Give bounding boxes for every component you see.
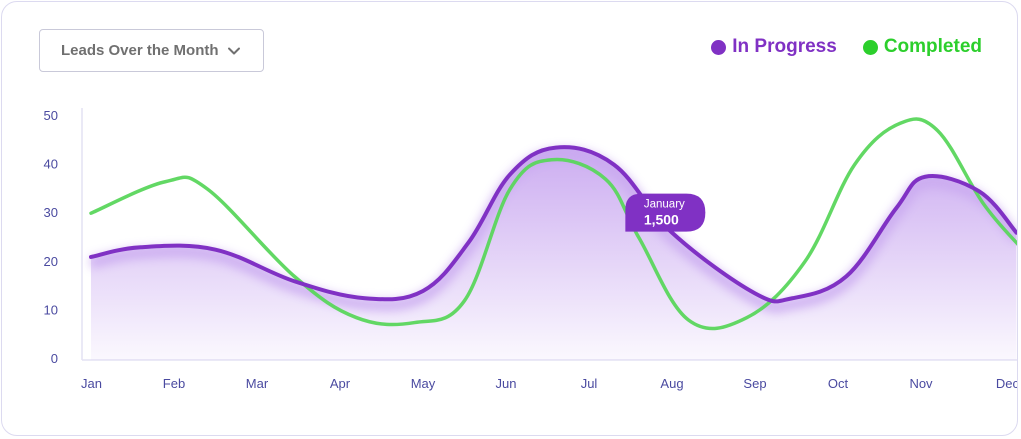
chart-legend: In Progress Completed <box>711 36 982 58</box>
legend-item-in-progress[interactable]: In Progress <box>711 36 837 58</box>
x-tick-label: Feb <box>163 376 185 391</box>
y-tick-label: 30 <box>44 205 58 220</box>
y-tick-label: 40 <box>44 157 58 172</box>
y-tick-label: 50 <box>44 108 58 123</box>
x-tick-label: Mar <box>246 376 269 391</box>
legend-item-completed[interactable]: Completed <box>862 36 982 58</box>
tooltip-value: 1,500 <box>644 212 679 228</box>
line-completed <box>89 117 1017 331</box>
y-tick-label: 0 <box>51 351 58 366</box>
chevron-down-icon <box>227 44 241 58</box>
x-tick-label: Jun <box>496 376 517 391</box>
legend-label-completed: Completed <box>883 36 982 57</box>
legend-swatch-in-progress <box>711 39 727 55</box>
x-tick-label: Nov <box>909 376 933 391</box>
line-in-progress <box>89 145 1017 304</box>
period-dropdown-label: Leads Over the Month <box>61 42 219 59</box>
x-tick-label: Dec <box>996 376 1018 391</box>
tooltip-title: January <box>644 199 685 211</box>
legend-label-in-progress: In Progress <box>732 36 837 57</box>
legend-swatch-completed <box>862 39 878 55</box>
x-tick-label: Apr <box>330 376 351 391</box>
x-tick-label: Jan <box>81 376 102 391</box>
x-tick-label: Aug <box>660 376 683 391</box>
x-tick-label: Oct <box>828 376 849 391</box>
line-glow-in-progress <box>89 148 1017 313</box>
x-tick-label: Sep <box>743 376 766 391</box>
x-tick-label: Jul <box>581 376 598 391</box>
y-tick-label: 10 <box>44 302 58 317</box>
tooltip-bubble <box>625 193 706 232</box>
y-tick-label: 20 <box>44 254 58 269</box>
x-tick-label: May <box>411 376 436 391</box>
period-dropdown[interactable]: Leads Over the Month <box>39 29 264 72</box>
